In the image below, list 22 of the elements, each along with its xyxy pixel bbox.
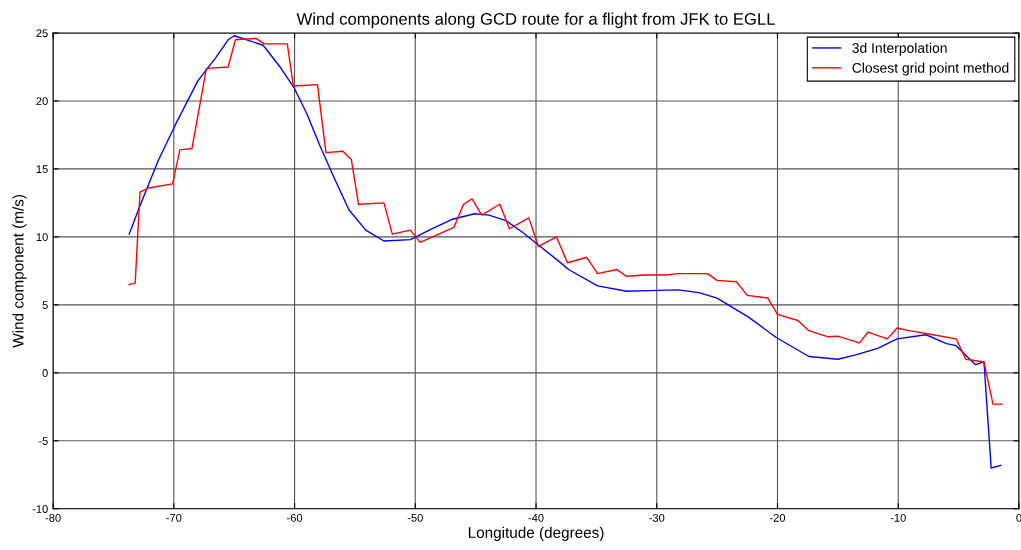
- x-tick-label: -40: [528, 513, 544, 522]
- x-tick-label: -50: [407, 513, 423, 522]
- x-tick-label: -20: [769, 513, 786, 522]
- y-tick-label: 10: [36, 233, 48, 242]
- x-tick-label: -60: [287, 513, 303, 522]
- x-tick-label: -80: [45, 513, 61, 522]
- legend-label: 3d Interpolation: [852, 42, 947, 56]
- legend-label: Closest grid point method: [852, 62, 1009, 76]
- x-tick-label: -70: [166, 513, 182, 522]
- y-tick-label: 5: [42, 301, 48, 309]
- y-tick-label: 25: [36, 29, 48, 38]
- y-tick-label: 15: [36, 165, 48, 174]
- y-tick-label: 0: [42, 369, 48, 377]
- y-axis-title: Wind component (m/s): [12, 194, 27, 348]
- y-tick-label: 20: [36, 97, 48, 106]
- x-tick-label: -10: [890, 513, 906, 522]
- y-tick-label: -10: [32, 505, 48, 513]
- x-tick-label: 0: [1016, 513, 1021, 522]
- x-axis-title: Longitude (degrees): [468, 526, 604, 541]
- chart-title: Wind components along GCD route for a flight from JFK to EGLL: [296, 12, 775, 29]
- x-tick-label: -30: [649, 513, 665, 522]
- y-tick-label: -5: [38, 437, 48, 445]
